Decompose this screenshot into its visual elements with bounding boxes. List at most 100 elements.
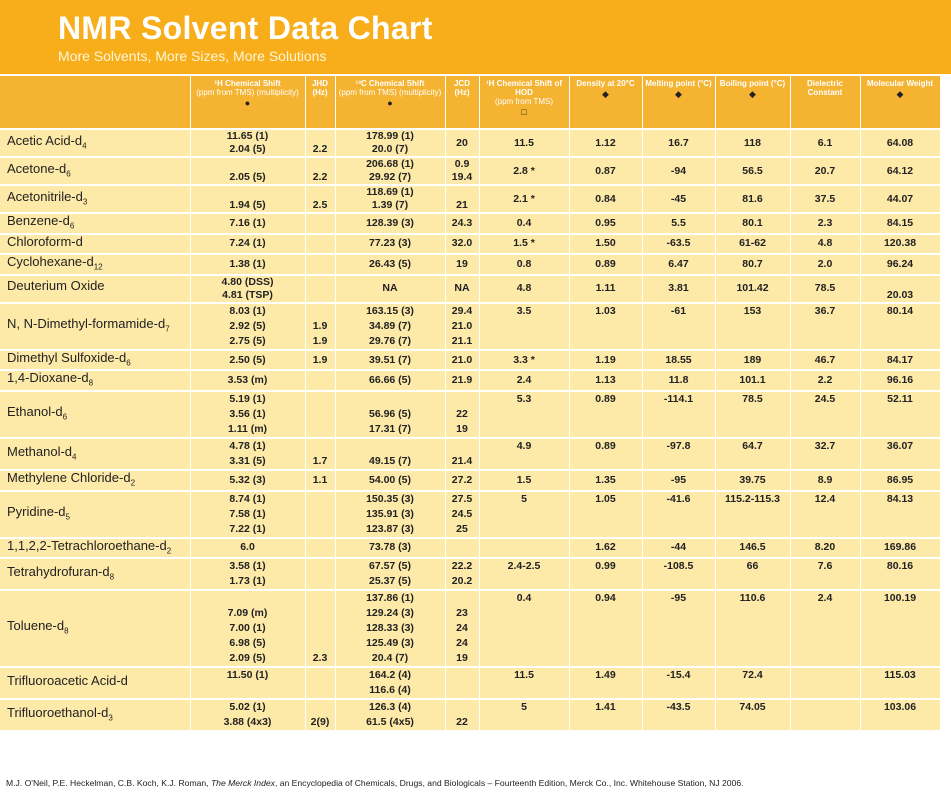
cell-value — [308, 541, 333, 554]
table-cell: 46.7 — [790, 348, 861, 371]
header-label: Molecular Weight — [866, 79, 934, 88]
table-cell: 146.5 — [715, 536, 791, 559]
table-row: 3.88 (4x3) 2(9) 61.5 (4x5) 22 — [0, 715, 941, 731]
cell-value: 5 — [521, 701, 527, 714]
solvent-name-text: Dimethyl Sulfoxide-d — [7, 349, 127, 365]
solvent-name: Methanol-d4 — [0, 436, 191, 470]
cell-value: 1.39 (7) — [371, 199, 409, 211]
solvent-name-subscript: 2 — [166, 546, 172, 556]
header-marker-icon: ◆ — [896, 89, 904, 99]
table-cell — [715, 421, 791, 438]
cell-value — [793, 622, 858, 635]
cell-value: 0.84 — [595, 192, 616, 205]
header-label: Melting point (°C) — [645, 79, 712, 88]
table-cell — [569, 406, 643, 422]
table-cell: 21.0 — [445, 348, 480, 371]
cell-value — [645, 423, 713, 436]
table-cell: 1.13 — [569, 369, 643, 391]
cell-value: 67.57 (5) — [368, 560, 412, 573]
table-cell: 74.05 — [715, 698, 791, 716]
table-cell: 61-62 — [715, 232, 791, 255]
cell-value — [863, 575, 938, 588]
cell-value: 61-62 — [739, 237, 766, 250]
table-cell: 2.1 * — [479, 184, 570, 213]
header-col-7: Boiling point (°C) ◆ — [715, 76, 791, 129]
table-cell — [790, 715, 861, 731]
cell-value: 0.9 — [454, 158, 470, 170]
cell-value: 34.89 (7) — [368, 319, 412, 332]
cell-value: 22 — [456, 407, 468, 420]
cell-value: 4.8 — [516, 282, 532, 295]
table-cell — [479, 453, 570, 470]
table-cell — [790, 333, 861, 350]
cell-value — [863, 523, 938, 536]
table-row: Deuterium Oxide 4.80 (DSS) 4.81 (TSP) NA NA… — [0, 273, 941, 303]
cell-value: 1.11 — [595, 282, 616, 295]
cell-value — [308, 592, 333, 605]
cell-value: 54.00 (5) — [368, 473, 412, 486]
table-cell — [860, 715, 941, 731]
cell-value — [572, 523, 640, 536]
table-cell: 73.78 (3) — [335, 536, 446, 559]
table-cell: 4.8 — [479, 273, 570, 303]
cell-value: 5.02 (1) — [229, 701, 266, 714]
table-cell — [569, 453, 643, 470]
table-cell — [479, 651, 570, 668]
table-cell: 0.89 — [569, 253, 643, 275]
table-cell: NA — [445, 273, 480, 303]
table-cell — [860, 606, 941, 622]
table-cell: 2.3 — [790, 212, 861, 234]
table-cell — [860, 506, 941, 522]
table-row: 1.73 (1) 25.37 (5) 20.2 — [0, 574, 941, 591]
citation-title: The Merck Index — [210, 778, 275, 788]
cell-value — [572, 716, 640, 729]
table-cell: 37.5 — [790, 184, 861, 213]
table-cell: 78.5 — [790, 273, 861, 303]
table-cell: -114.1 — [642, 389, 716, 407]
cell-value — [482, 523, 567, 536]
solvent-name-text: Deuterium Oxide — [7, 278, 105, 294]
solvent-name-text: Tetrahydrofuran-d — [7, 563, 110, 579]
solvent-name-subscript: 4 — [72, 452, 77, 462]
cell-value: 115.2-115.3 — [725, 492, 780, 505]
header-label: JHD (Hz) — [311, 79, 328, 97]
cell-value: 101.1 — [739, 374, 766, 387]
cell-value: 7.22 (1) — [229, 522, 266, 535]
table-cell: -45 — [642, 184, 716, 213]
cell-value: 36.07 — [886, 439, 914, 452]
solvent-name: 1,1,2,2-Tetrachloroethane-d2 — [0, 536, 191, 559]
table-cell: -44 — [642, 536, 716, 559]
table-cell: 20.03 — [860, 273, 941, 303]
cell-value: 29.4 — [451, 304, 473, 317]
table-cell: 0.4 — [479, 589, 570, 607]
cell-value — [863, 637, 938, 650]
table-cell — [305, 636, 336, 652]
table-cell — [790, 574, 861, 591]
cell-value: 21.9 — [451, 374, 473, 387]
cell-value: -97.8 — [666, 439, 691, 452]
table-cell: 4.80 (DSS) 4.81 (TSP) — [190, 273, 306, 303]
table-cell — [715, 318, 791, 334]
solvent-name-text: Acetic Acid-d — [7, 132, 83, 148]
table-cell: 7.22 (1) — [190, 521, 306, 538]
header-sublabel: (ppm from TMS) (multiplicity) — [196, 88, 299, 97]
cell-value — [308, 575, 333, 588]
table-cell: 44.07 — [860, 184, 941, 213]
cell-value: 2.4-2.5 — [507, 560, 541, 573]
cell-value: 66.66 (5) — [368, 374, 412, 387]
cell-value: 0.94 — [595, 592, 616, 605]
cell-value — [338, 440, 443, 453]
table-cell — [790, 621, 861, 637]
table-cell — [305, 536, 336, 559]
cell-value — [645, 320, 713, 333]
table-cell: 0.99 — [569, 557, 643, 575]
table-cell: 115.2-115.3 — [715, 489, 791, 507]
cell-value — [645, 455, 713, 468]
cell-value — [718, 637, 788, 650]
table-cell: 3.3 * — [479, 348, 570, 371]
table-cell — [715, 453, 791, 470]
table-cell: 19 — [445, 421, 480, 438]
table-cell: 66 — [715, 557, 791, 575]
cell-value — [645, 684, 713, 697]
table-cell: 18.55 — [642, 348, 716, 371]
